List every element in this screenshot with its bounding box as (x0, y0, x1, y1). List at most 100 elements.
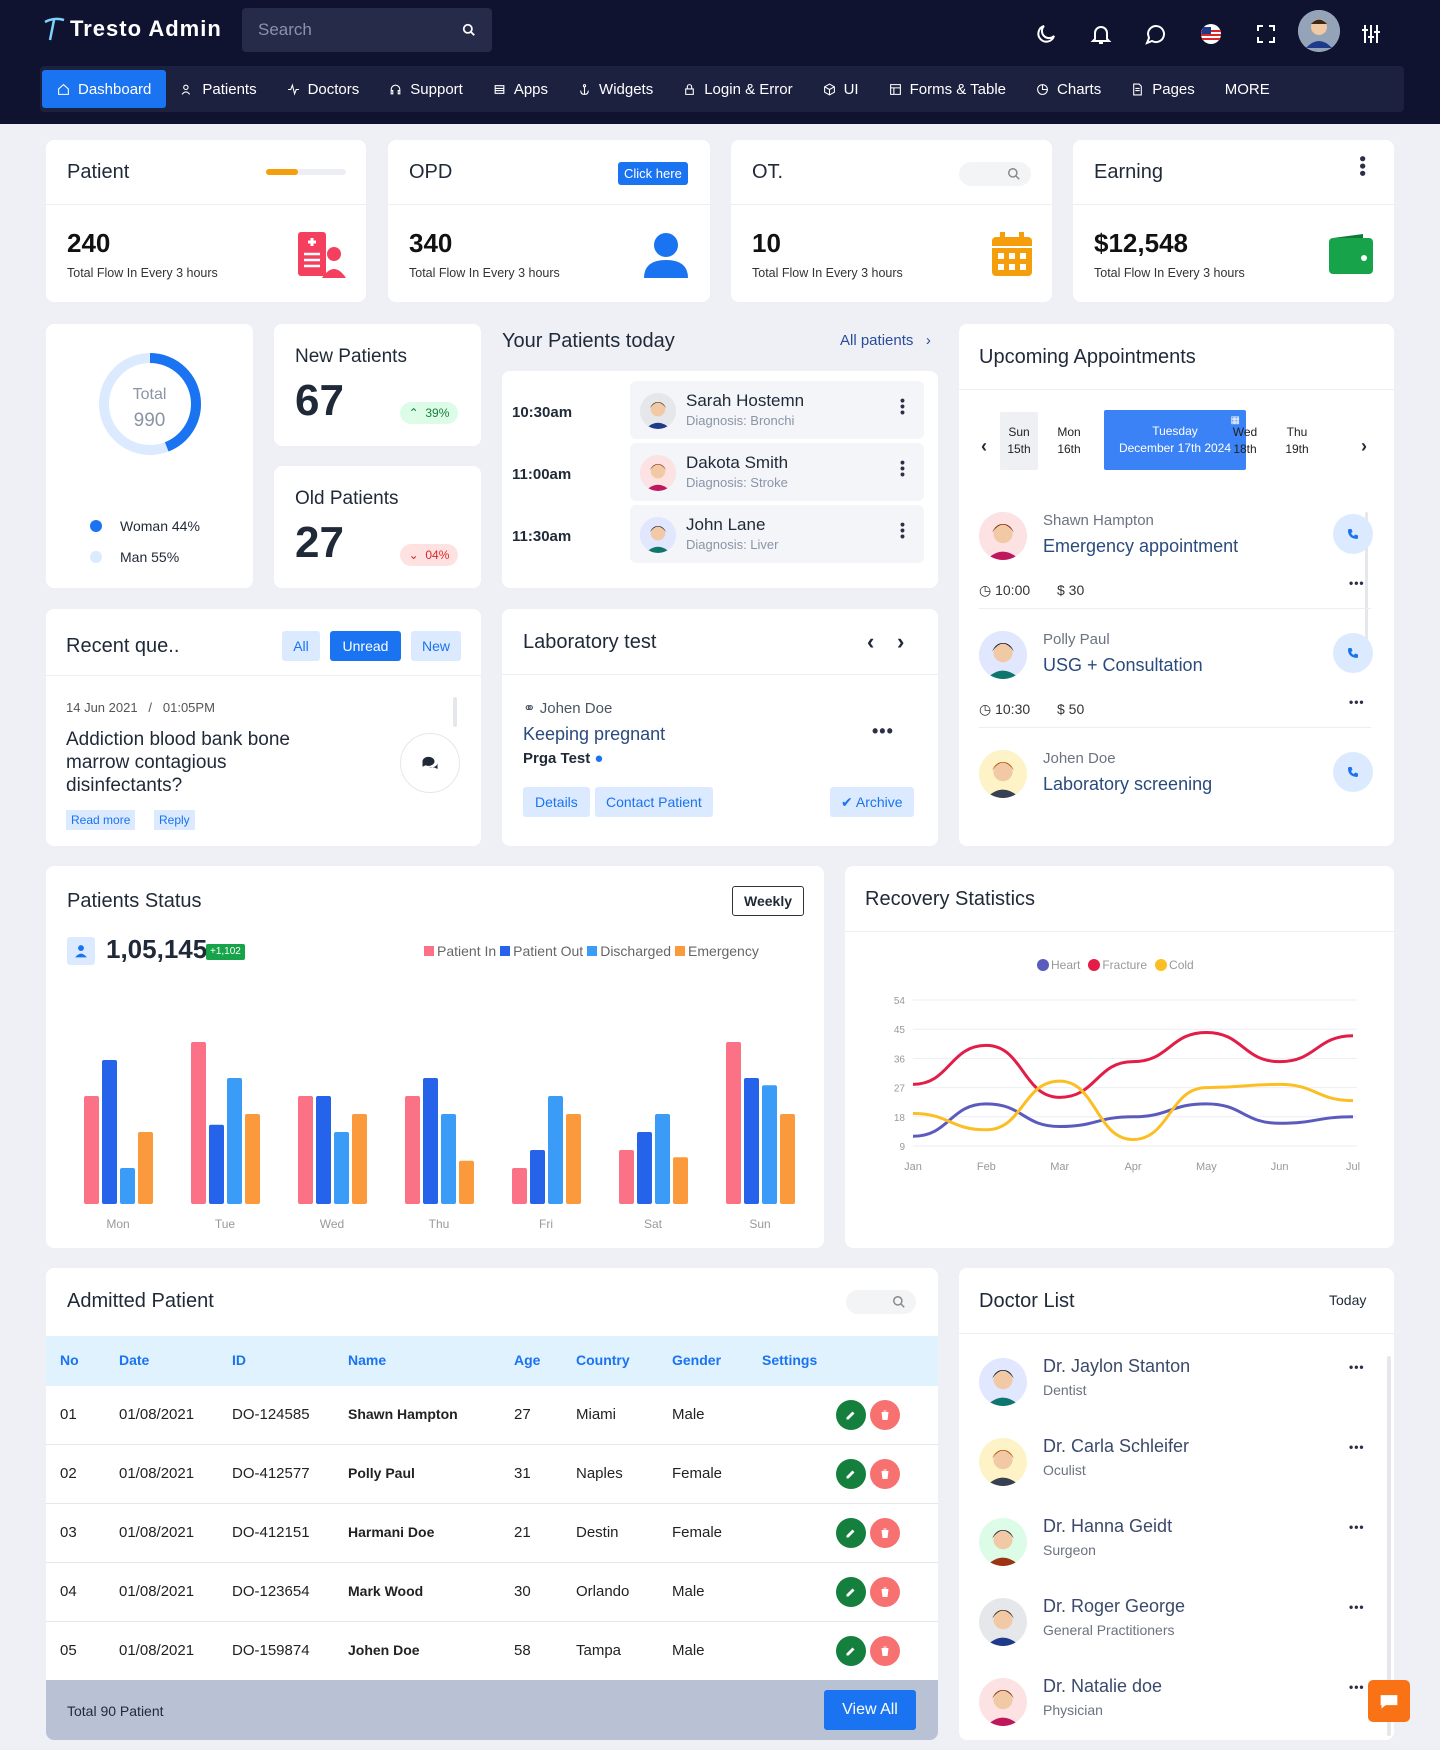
column-header[interactable]: Gender (672, 1352, 722, 1368)
doctor-name[interactable]: Dr. Jaylon Stanton (1043, 1356, 1191, 1376)
nav-support[interactable]: Support (374, 70, 478, 108)
bar-emergency[interactable] (245, 1114, 260, 1204)
more-options-icon[interactable]: ••• (894, 522, 911, 540)
more-options-icon[interactable]: ••• (894, 398, 911, 416)
all-patients-link[interactable]: All patients › (840, 332, 931, 349)
tab-all[interactable]: All (282, 631, 320, 661)
chat-icon[interactable] (1140, 18, 1172, 50)
bar-emergency[interactable] (459, 1160, 474, 1204)
nav-dashboard[interactable]: Dashboard (42, 70, 167, 108)
doctor-scrollbar[interactable] (1387, 1356, 1391, 1736)
legend-item[interactable]: Discharged (587, 943, 671, 959)
day-mon[interactable]: Mon 16th (1057, 425, 1081, 456)
search-input[interactable]: Search (242, 8, 492, 52)
column-header[interactable]: Age (514, 1352, 541, 1368)
lab-prev-button[interactable]: ‹ (867, 629, 875, 654)
bar-patient-out[interactable] (423, 1078, 438, 1204)
edit-button[interactable] (836, 1636, 866, 1666)
bar-discharged[interactable] (441, 1114, 456, 1204)
doctor-name[interactable]: Dr. Hanna Geidt (1043, 1516, 1173, 1536)
edit-button[interactable] (836, 1459, 866, 1489)
day-sun[interactable]: Sun 15th (1000, 412, 1038, 470)
legend-item[interactable]: Heart (1037, 958, 1080, 972)
click-here-button[interactable]: Click here (618, 162, 688, 185)
table-row[interactable] (46, 1563, 938, 1622)
patient-row[interactable]: Dakota Smith Diagnosis: Stroke ••• (630, 443, 924, 501)
contact-patient-button[interactable]: Contact Patient (595, 787, 713, 817)
delete-button[interactable] (870, 1400, 900, 1430)
delete-button[interactable] (870, 1459, 900, 1489)
bar-discharged[interactable] (548, 1096, 563, 1204)
bar-emergency[interactable] (566, 1114, 581, 1204)
more-options-icon[interactable]: ••• (1349, 695, 1365, 709)
more-options-icon[interactable]: ••• (894, 460, 911, 478)
column-header[interactable]: Date (119, 1352, 150, 1368)
moon-icon[interactable] (1030, 18, 1062, 50)
table-row[interactable] (46, 1445, 938, 1504)
bar-discharged[interactable] (120, 1168, 135, 1204)
next-day-button[interactable]: › (1361, 436, 1367, 456)
edit-button[interactable] (836, 1577, 866, 1607)
read-more-button[interactable]: Read more (66, 810, 136, 830)
query-scrollbar[interactable] (453, 697, 457, 727)
nav-pages[interactable]: Pages (1116, 70, 1210, 108)
details-button[interactable]: Details (523, 787, 590, 817)
bar-patient-in[interactable] (726, 1042, 741, 1204)
reply-button[interactable]: Reply (154, 810, 195, 830)
prev-day-button[interactable]: ‹ (981, 436, 987, 456)
legend-item[interactable]: Fracture (1088, 958, 1147, 972)
flag-icon[interactable] (1195, 18, 1227, 50)
bar-patient-out[interactable] (102, 1060, 117, 1204)
nav-more[interactable]: MORE (1224, 80, 1270, 98)
patient-row[interactable]: Sarah Hostemn Diagnosis: Bronchi ••• (630, 381, 924, 439)
user-avatar[interactable] (1298, 10, 1340, 52)
nav-charts[interactable]: Charts (1021, 70, 1116, 108)
column-header[interactable]: Country (576, 1352, 630, 1368)
bar-discharged[interactable] (655, 1114, 670, 1204)
call-button[interactable] (1333, 633, 1373, 673)
bar-patient-out[interactable] (209, 1124, 224, 1204)
bar-emergency[interactable] (780, 1114, 795, 1204)
bar-discharged[interactable] (227, 1078, 242, 1204)
line-fracture[interactable] (912, 1030, 1354, 1099)
lab-next-button[interactable]: › (897, 629, 905, 654)
more-options-icon[interactable]: ••• (872, 721, 894, 741)
more-options-icon[interactable]: ••• (1352, 155, 1373, 178)
column-header[interactable]: Settings (762, 1352, 818, 1368)
more-options-icon[interactable]: ••• (1349, 1360, 1365, 1374)
column-header[interactable]: Name (348, 1352, 387, 1368)
delete-button[interactable] (870, 1577, 900, 1607)
day-tuesday[interactable]: Tuesday December 17th 2024 ▦ (1104, 410, 1246, 470)
call-button[interactable] (1333, 514, 1373, 554)
legend-item[interactable]: Cold (1155, 958, 1194, 972)
bar-discharged[interactable] (762, 1085, 777, 1204)
nav-doctors[interactable]: Doctors (272, 70, 375, 108)
edit-button[interactable] (836, 1518, 866, 1548)
fullscreen-icon[interactable] (1250, 18, 1282, 50)
doctor-period[interactable]: Today (1329, 1292, 1367, 1308)
line-cold[interactable] (912, 1079, 1354, 1142)
bar-patient-in[interactable] (405, 1096, 420, 1204)
bar-patient-in[interactable] (84, 1096, 99, 1204)
legend-item[interactable]: Emergency (675, 943, 759, 959)
delete-button[interactable] (870, 1518, 900, 1548)
more-options-icon[interactable]: ••• (1349, 1600, 1365, 1614)
reply-chat-button[interactable] (400, 733, 460, 793)
nav-widgets[interactable]: Widgets (563, 70, 668, 108)
ot-search-input[interactable] (959, 162, 1031, 186)
doctor-name[interactable]: Dr. Carla Schleifer (1043, 1436, 1190, 1456)
bar-emergency[interactable] (138, 1132, 153, 1204)
bar-patient-in[interactable] (619, 1150, 634, 1204)
bar-patient-in[interactable] (298, 1096, 313, 1204)
bar-discharged[interactable] (334, 1132, 349, 1204)
appointments-scrollbar[interactable] (1365, 512, 1368, 642)
column-header[interactable]: ID (232, 1352, 246, 1368)
bar-patient-in[interactable] (191, 1042, 206, 1204)
chat-widget-button[interactable] (1368, 1680, 1410, 1722)
nav-login-error[interactable]: Login & Error (668, 70, 807, 108)
admitted-search-input[interactable] (846, 1290, 916, 1314)
app-logo[interactable]: Tresto Admin (42, 16, 222, 42)
period-select[interactable]: Weekly (732, 886, 804, 916)
legend-item[interactable]: Patient In (424, 943, 496, 959)
line-heart[interactable] (912, 1102, 1354, 1138)
